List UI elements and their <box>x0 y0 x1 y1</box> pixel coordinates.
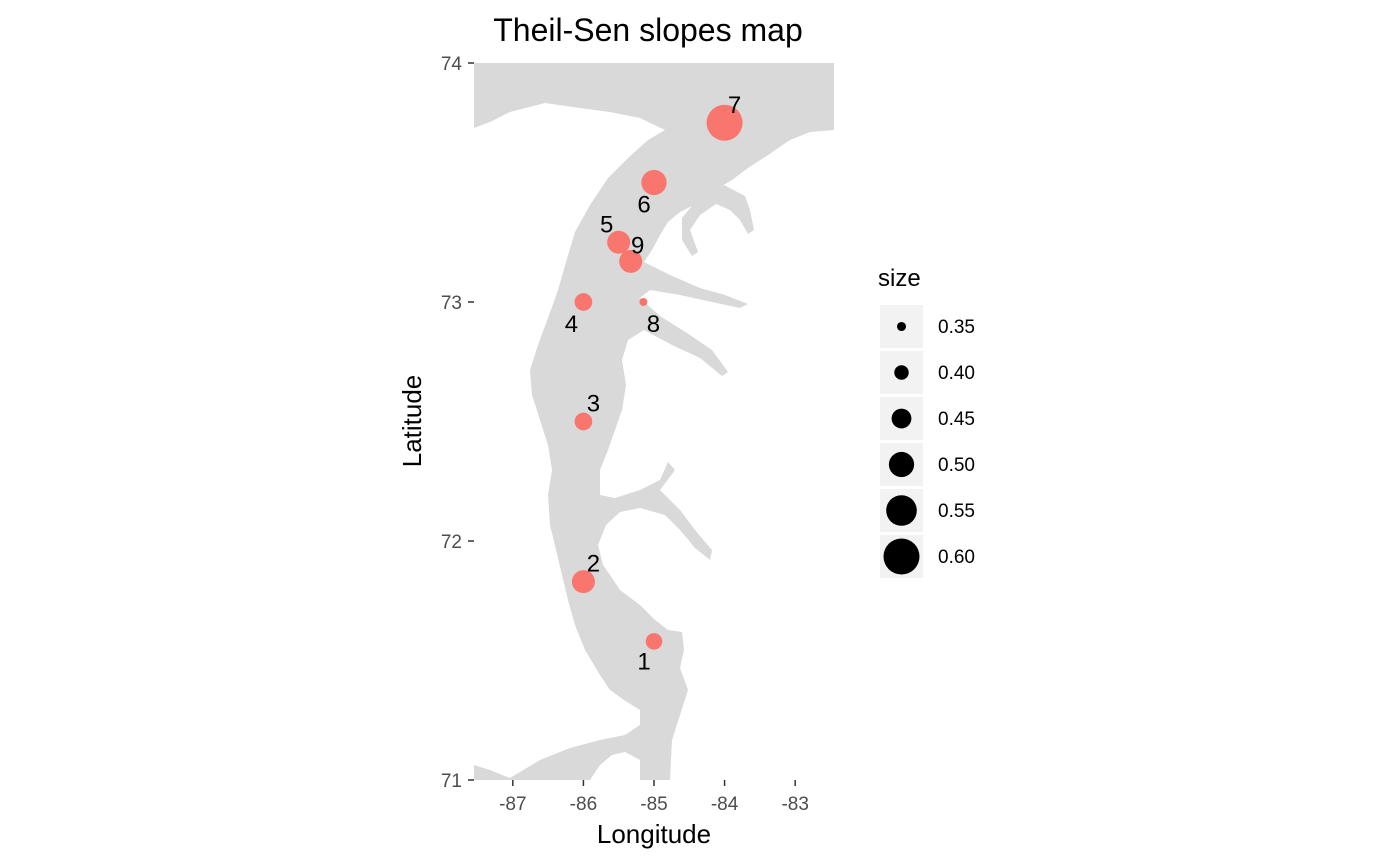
map-panel: -87 -86 -85 -84 -83 71 72 73 74 1 2 3 4 56 7 8 9 <box>441 54 834 815</box>
legend-label: 0.60 <box>938 547 975 568</box>
size-legend: size 0.35 0.40 0.45 0.50 0.55 0.60 <box>878 265 975 578</box>
y-tick-label: 74 <box>441 54 463 75</box>
site-label-5: 5 <box>600 211 613 238</box>
legend-label: 0.55 <box>938 501 975 522</box>
site-label-6: 6 <box>637 192 650 219</box>
legend-point <box>894 365 909 380</box>
legend-title: size <box>878 265 921 292</box>
east-inlet-shape <box>682 185 754 256</box>
x-tick-label: -83 <box>781 794 808 815</box>
site-points <box>571 104 743 650</box>
site-point-2[interactable] <box>571 570 595 594</box>
x-tick-label: -87 <box>499 794 526 815</box>
x-tick-label: -84 <box>711 794 739 815</box>
map-title: Theil-Sen slopes map <box>493 12 802 48</box>
site-label-8: 8 <box>647 311 660 338</box>
site-point-3[interactable] <box>574 412 593 431</box>
legend-point <box>886 495 917 526</box>
site-point-4[interactable] <box>574 293 593 311</box>
y-tick-label: 72 <box>441 532 462 553</box>
site-label-1: 1 <box>637 648 650 675</box>
site-point-5[interactable] <box>607 230 631 254</box>
legend-label: 0.50 <box>938 455 975 476</box>
legend-point <box>883 538 920 575</box>
x-tick-label: -86 <box>570 794 597 815</box>
site-label-4: 4 <box>565 311 578 338</box>
legend-label: 0.40 <box>938 363 975 384</box>
site-label-3: 3 <box>587 391 600 418</box>
site-point-8[interactable] <box>639 298 648 306</box>
legend-label: 0.45 <box>938 409 975 430</box>
x-axis-title: Longitude <box>597 819 711 849</box>
site-label-7: 7 <box>728 92 741 119</box>
legend-label: 0.35 <box>938 317 975 338</box>
y-axis-title: Latitude <box>397 375 427 468</box>
y-tick-label: 71 <box>441 771 462 792</box>
site-label-9: 9 <box>631 232 644 259</box>
legend-point <box>896 321 907 332</box>
x-tick-label: -85 <box>640 794 667 815</box>
legend-point <box>891 408 912 429</box>
site-label-2: 2 <box>587 551 600 578</box>
legend-point <box>888 451 915 478</box>
y-tick-label: 73 <box>441 293 462 314</box>
site-point-1[interactable] <box>645 633 663 650</box>
site-point-6[interactable] <box>641 169 667 196</box>
site-labels: 1 2 3 4 56 7 8 9 <box>565 92 742 676</box>
site-point-7[interactable] <box>706 104 743 141</box>
site-point-9[interactable] <box>619 249 643 273</box>
